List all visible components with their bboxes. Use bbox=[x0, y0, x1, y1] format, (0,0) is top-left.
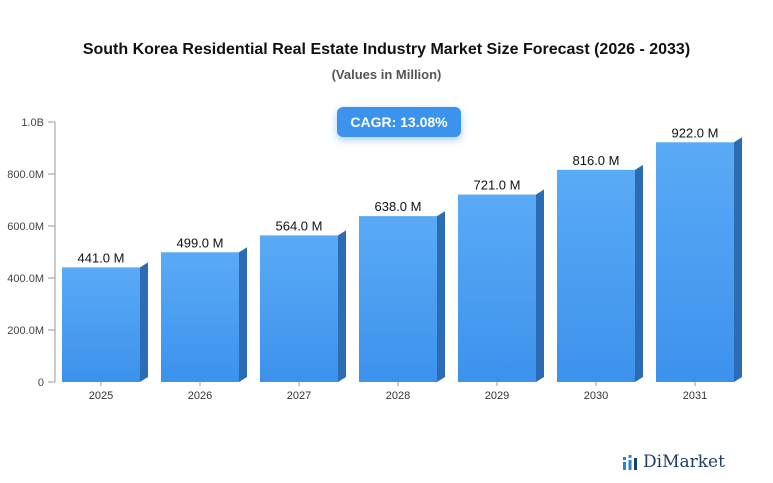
bar-value-label: 638.0 M bbox=[375, 199, 422, 214]
y-tick-label: 800.0M bbox=[7, 169, 44, 181]
bar-value-label: 441.0 M bbox=[78, 250, 125, 265]
bar-value-label: 816.0 M bbox=[573, 153, 620, 168]
bar bbox=[656, 142, 734, 382]
y-tick-label: 600.0M bbox=[7, 221, 44, 233]
dimarket-logo: DiMarket bbox=[622, 451, 725, 473]
chart-title: South Korea Residential Real Estate Indu… bbox=[82, 41, 691, 58]
bar bbox=[62, 267, 140, 382]
chart-subtitle: (Values in Million) bbox=[331, 67, 442, 82]
logo-text: DiMarket bbox=[643, 452, 725, 472]
bar bbox=[260, 235, 338, 382]
bar-value-label: 721.0 M bbox=[474, 178, 521, 193]
bar-side bbox=[338, 230, 346, 382]
bar bbox=[359, 216, 437, 382]
y-tick-label: 0 bbox=[38, 377, 44, 389]
y-tick-label: 400.0M bbox=[7, 273, 44, 285]
bar-value-label: 564.0 M bbox=[276, 218, 323, 233]
x-tick-label: 2030 bbox=[584, 390, 608, 402]
bar-side bbox=[635, 164, 643, 382]
x-tick-label: 2025 bbox=[89, 390, 113, 402]
bar bbox=[557, 169, 635, 382]
x-tick-label: 2029 bbox=[485, 390, 509, 402]
y-tick-label: 200.0M bbox=[7, 325, 44, 337]
cagr-badge: CAGR: 13.08% bbox=[337, 107, 461, 137]
x-tick-label: 2026 bbox=[188, 390, 212, 402]
bar-value-label: 499.0 M bbox=[177, 235, 224, 250]
bar bbox=[161, 252, 239, 382]
bar-side bbox=[437, 211, 445, 382]
x-tick-label: 2031 bbox=[683, 390, 707, 402]
bar bbox=[458, 194, 536, 382]
bar-side bbox=[239, 247, 247, 382]
y-tick-label: 1.0B bbox=[21, 117, 44, 129]
bar-side bbox=[536, 189, 544, 382]
x-tick-label: 2028 bbox=[386, 390, 410, 402]
bar-chart-logo-icon bbox=[623, 455, 637, 470]
bar-value-label: 922.0 M bbox=[672, 125, 719, 140]
x-tick-label: 2027 bbox=[287, 390, 311, 402]
bar-side bbox=[734, 137, 742, 382]
bar-side bbox=[140, 262, 148, 382]
